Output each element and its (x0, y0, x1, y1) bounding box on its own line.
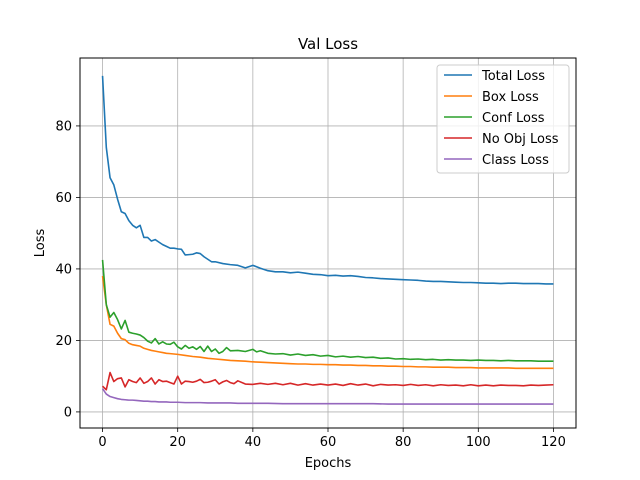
x-tick-label: 0 (98, 435, 106, 450)
y-tick-label: 40 (55, 262, 72, 277)
legend-label-total-loss: Total Loss (481, 69, 545, 84)
series-line-class-loss (101, 388, 554, 405)
legend: Total Loss Box Loss Conf Loss No Obj Loss Cl… (436, 64, 570, 174)
legend-label-no-obj-loss: No Obj Loss (482, 132, 559, 147)
legend-label-class-loss: Class Loss (482, 153, 549, 168)
x-tick-label: 80 (395, 435, 412, 450)
legend-box (436, 64, 570, 174)
x-tick-label: 20 (169, 435, 186, 450)
x-tick-label: 120 (541, 435, 566, 450)
x-axis-title: Epochs (305, 456, 352, 471)
legend-label-conf-loss: Conf Loss (482, 111, 545, 126)
y-tick-label: 20 (55, 334, 72, 349)
grid-lines (80, 58, 576, 428)
series-line-conf-loss (101, 259, 554, 362)
y-axis-title: Loss (33, 229, 48, 258)
x-tick-label: 40 (245, 435, 262, 450)
series-line-no-obj-loss (101, 371, 554, 391)
series-line-total-loss (101, 75, 554, 285)
series-lines (101, 75, 554, 405)
legend-label-box-loss: Box Loss (482, 90, 539, 105)
chart-title: Val Loss (298, 35, 358, 53)
y-tick-label: 0 (64, 405, 72, 420)
y-tick-label: 60 (55, 191, 72, 206)
x-tick-label: 100 (466, 435, 491, 450)
x-tick-label: 60 (320, 435, 337, 450)
axis-ticks: 0 20 40 60 80 100 120 0 20 40 60 80 (55, 119, 565, 450)
y-tick-label: 80 (55, 119, 72, 134)
series-line-box-loss (101, 275, 554, 370)
